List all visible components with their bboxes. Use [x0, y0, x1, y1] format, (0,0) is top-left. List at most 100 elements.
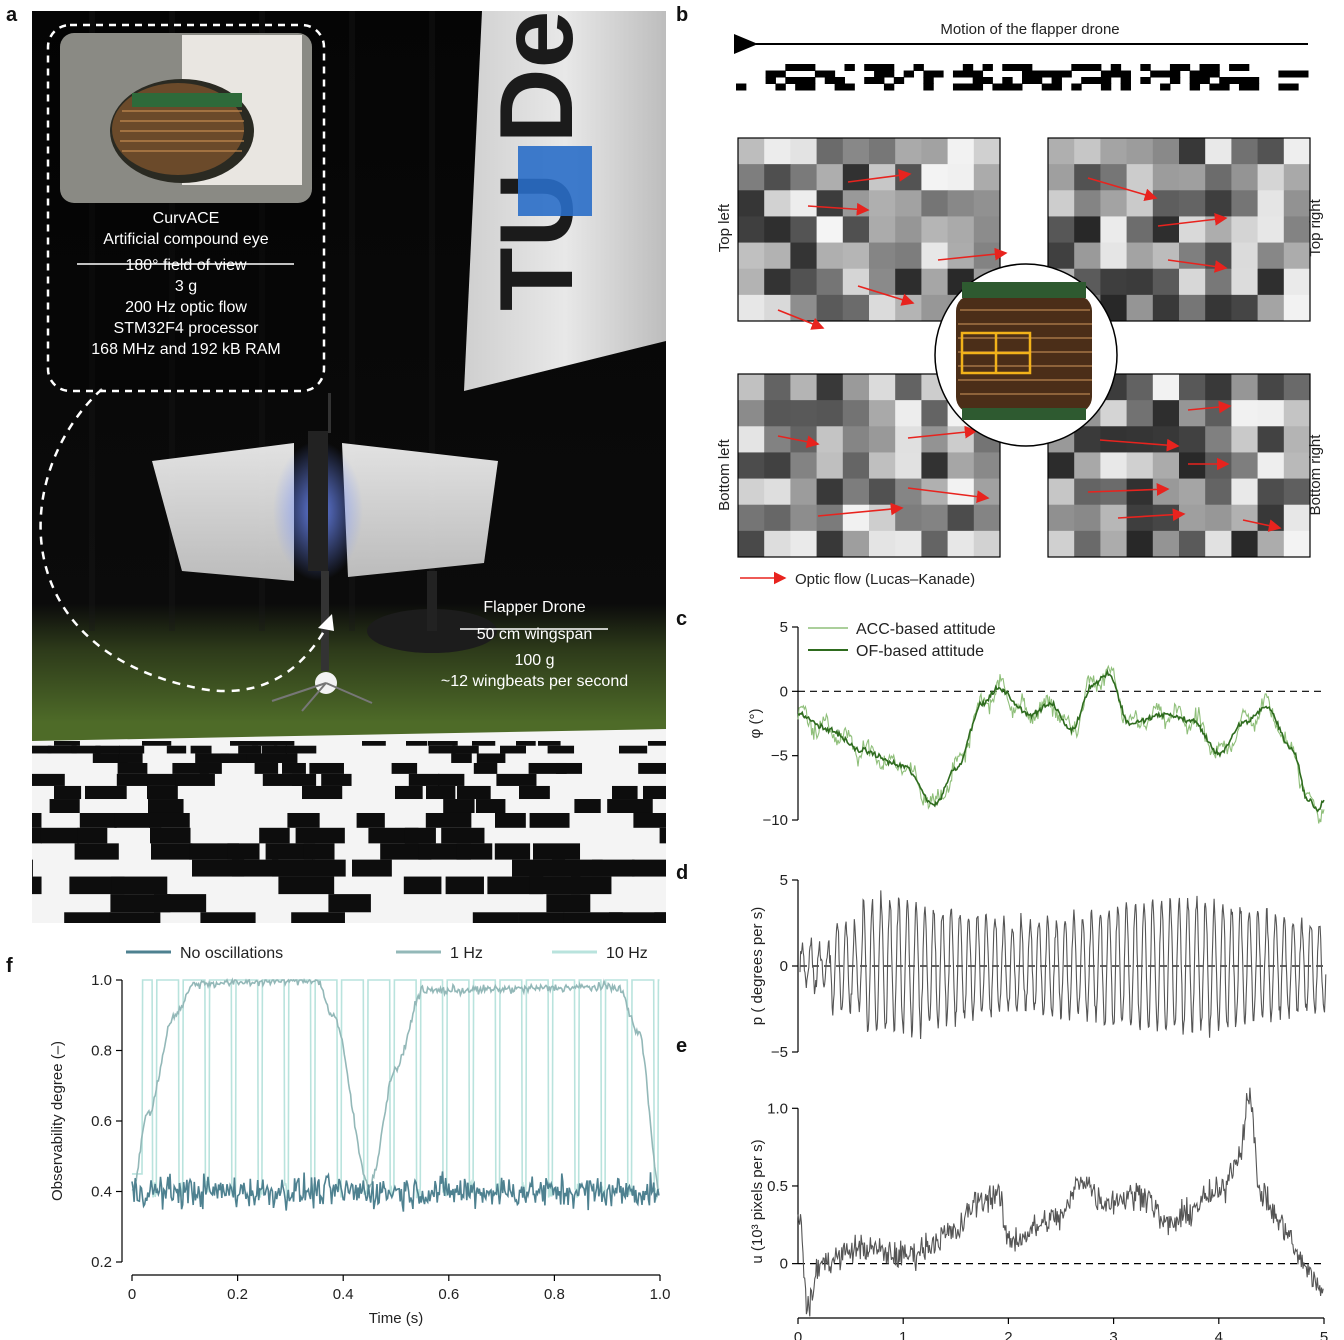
flow-pixel — [842, 164, 870, 191]
pattern-block — [1022, 77, 1033, 84]
flow-pixel — [816, 478, 844, 506]
pattern-block — [913, 64, 924, 71]
flow-pixel — [1126, 268, 1154, 296]
flow-pixel — [1074, 164, 1101, 191]
flow-pixel — [1100, 530, 1128, 558]
pattern-block — [1288, 83, 1299, 91]
flow-pixel — [895, 530, 922, 558]
right-wing — [342, 443, 498, 577]
pattern-block — [1110, 70, 1122, 78]
flow-pixel — [921, 530, 949, 558]
pattern-block — [765, 77, 776, 84]
pattern-block — [795, 77, 806, 84]
flow-pixel — [764, 268, 791, 296]
flow-pixel — [1205, 294, 1232, 322]
floor-tile — [457, 785, 491, 800]
flow-pixel — [764, 242, 791, 270]
flow-pixel — [1126, 164, 1154, 191]
flow-pixel — [738, 216, 765, 244]
flow-pixel — [1283, 374, 1311, 401]
flow-pixel — [895, 452, 922, 480]
floor-tile — [262, 773, 302, 786]
flow-pixel — [764, 530, 791, 558]
flow-pixel — [921, 452, 949, 480]
flow-pixel — [738, 400, 765, 427]
pattern-block — [923, 83, 934, 91]
compound-eye-inset — [934, 263, 1118, 447]
floor-tile — [285, 745, 317, 754]
floor-tile — [238, 745, 262, 754]
flow-pixel — [1283, 452, 1311, 480]
floor-tile — [619, 745, 648, 754]
flow-pixel — [1257, 400, 1285, 427]
flow-pixel — [1257, 426, 1285, 453]
pattern-block — [883, 70, 895, 78]
x-tick-label: 1 — [899, 1329, 907, 1340]
legend-label: No oscillations — [180, 945, 283, 962]
pattern-block — [864, 64, 875, 71]
floor-tile — [69, 876, 125, 895]
pattern-block — [785, 77, 796, 84]
pattern-block — [1031, 70, 1043, 78]
pattern-block — [1229, 64, 1240, 71]
flow-pixel — [1283, 138, 1311, 165]
flow-pixel — [1126, 452, 1154, 480]
floor-tile — [111, 876, 168, 895]
flow-pixel — [1100, 216, 1128, 244]
flow-pixel — [973, 452, 1001, 480]
flow-pixel — [895, 426, 922, 453]
flow-pixel — [1152, 164, 1180, 191]
y-tick-label: 0.8 — [91, 1043, 112, 1060]
flow-pixel — [738, 268, 765, 296]
quadrant-border — [1047, 137, 1311, 322]
flow-pixel — [1205, 374, 1232, 401]
flow-pixel — [842, 426, 870, 453]
optic-flow-arrow — [1187, 400, 1232, 414]
pattern-block — [972, 83, 984, 91]
floor-tile — [232, 859, 279, 877]
flow-pixel — [1126, 374, 1154, 401]
flow-pixel — [1074, 504, 1101, 532]
pattern-block — [992, 83, 1003, 91]
pattern-block — [1100, 83, 1112, 91]
floor-tile — [406, 741, 428, 746]
flow-pixel — [790, 164, 818, 191]
flow-pixel — [1126, 400, 1154, 427]
flow-pixel — [738, 374, 765, 401]
floor-tile — [278, 876, 335, 895]
floor-tile — [71, 745, 101, 754]
eye-box-title: CurvACE — [152, 210, 220, 227]
optic-flow-arrow — [1087, 177, 1158, 201]
flow-pixel — [947, 452, 975, 480]
floor-tile — [592, 859, 635, 877]
optic-flow-arrow — [907, 487, 990, 503]
flow-pixel — [1205, 478, 1232, 506]
flow-pixel — [1100, 138, 1128, 165]
pattern-block — [1278, 83, 1289, 91]
flow-pixel — [1100, 268, 1128, 296]
flow-pixel — [1074, 216, 1101, 244]
flow-pixel — [869, 426, 896, 453]
drone-box-title: Flapper Drone — [483, 599, 586, 616]
optic-flow-arrow — [807, 202, 870, 216]
flow-pixel — [1257, 164, 1285, 191]
floor-tile — [74, 843, 119, 860]
flow-pixel — [1283, 190, 1311, 217]
flow-pixel — [1283, 504, 1311, 532]
floor-tile — [518, 912, 565, 923]
pattern-block — [1189, 70, 1201, 78]
pattern-block — [1002, 77, 1013, 84]
flow-pixel — [947, 478, 975, 506]
flow-pixel — [1048, 504, 1075, 532]
flow-pixel — [790, 138, 818, 165]
y-tick-label: −5 — [771, 1044, 788, 1061]
floor-tile — [571, 876, 612, 895]
flow-pixel — [842, 374, 870, 401]
pattern-block — [1219, 77, 1230, 84]
flow-pixel — [1231, 216, 1259, 244]
optic-flow-arrow — [1167, 259, 1228, 273]
pattern-block — [1288, 70, 1299, 78]
flow-pixel — [895, 478, 922, 506]
y-tick-label: 5 — [780, 872, 788, 889]
